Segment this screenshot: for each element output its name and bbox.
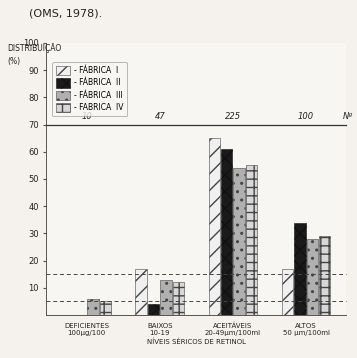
Text: 225: 225 (225, 111, 241, 121)
Legend: - FÁBRICA  I, - FÁBRICA  II, - FÁBRICA  III, - FABRICA  IV: - FÁBRICA I, - FÁBRICA II, - FÁBRICA III… (52, 62, 127, 116)
Bar (233, 168, 245, 315)
Bar (87, 299, 99, 315)
Bar (135, 269, 147, 315)
Text: 10: 10 (81, 111, 92, 121)
Text: DISTRIBUIÇÃO: DISTRIBUIÇÃO (7, 43, 62, 53)
Bar (282, 269, 293, 315)
Text: Nº: Nº (343, 111, 353, 121)
Bar (173, 282, 184, 315)
Bar (246, 165, 257, 315)
Bar (148, 304, 159, 315)
Text: (OMS, 1978).: (OMS, 1978). (29, 9, 102, 19)
Bar (160, 280, 172, 315)
Text: (%): (%) (7, 57, 21, 66)
Bar (307, 239, 318, 315)
Bar (221, 149, 232, 315)
Bar (208, 138, 220, 315)
Bar (294, 223, 306, 315)
Text: 47: 47 (155, 111, 165, 121)
Bar (319, 236, 331, 315)
Text: 100: 100 (298, 111, 314, 121)
Bar (100, 301, 111, 315)
X-axis label: NÍVEIS SÉRICOS DE RETINOL: NÍVEIS SÉRICOS DE RETINOL (147, 339, 246, 345)
